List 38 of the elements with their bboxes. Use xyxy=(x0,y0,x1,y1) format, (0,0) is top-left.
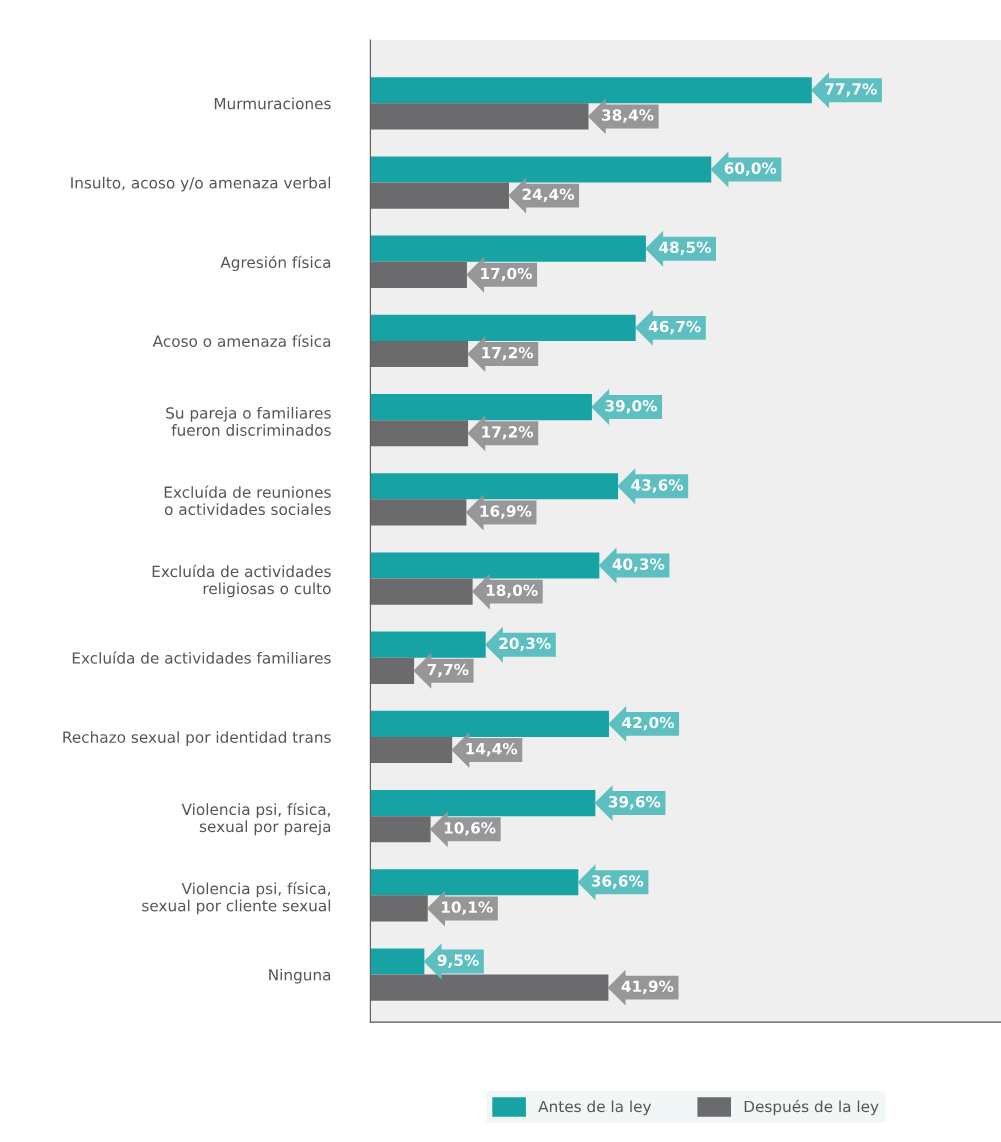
data-label: 77,7% xyxy=(825,83,877,97)
y-tick-label: Murmuraciones xyxy=(214,97,331,110)
y-tick-label: Acoso o amenaza física xyxy=(152,334,331,347)
data-label: 38,4% xyxy=(602,109,654,123)
data-label: 17,2% xyxy=(482,426,534,440)
data-label: 14,4% xyxy=(466,742,518,757)
data-label: 18,0% xyxy=(486,584,538,599)
data-label: 10,1% xyxy=(441,901,493,915)
data-label: 7,7% xyxy=(427,663,469,678)
y-tick-label: Violencia psi, física, sexual por cliente sexual xyxy=(142,881,331,915)
y-tick-label: Excluída de actividades religiosas o culto xyxy=(152,564,331,598)
data-label: 46,7% xyxy=(648,320,701,335)
data-label: 42,0% xyxy=(622,716,674,731)
y-tick-label: Excluída de actividades familiares xyxy=(72,651,331,664)
y-tick-label: Excluída de reuniones o actividades sociales xyxy=(164,485,331,516)
data-label: 10,6% xyxy=(444,822,496,836)
legend-label: Antes de la ley xyxy=(538,1100,652,1116)
y-tick-label: Ninguna xyxy=(269,968,331,984)
data-label: 17,2% xyxy=(482,346,534,361)
data-label: 39,0% xyxy=(605,399,657,414)
data-label: 60,0% xyxy=(724,162,777,176)
y-tick-label: Su pareja o familiares fueron discriminados xyxy=(166,406,331,436)
data-label: 9,5% xyxy=(437,954,479,968)
data-label: 16,9% xyxy=(480,505,532,519)
data-label: 36,6% xyxy=(591,875,644,889)
data-label: 39,6% xyxy=(608,795,661,810)
data-label: 48,5% xyxy=(659,241,711,256)
y-tick-label: Insulto, acoso y/o amenaza verbal xyxy=(71,176,331,192)
data-label: 24,4% xyxy=(522,188,575,202)
data-label: 17,0% xyxy=(481,267,532,282)
data-label: 43,6% xyxy=(631,479,684,493)
y-tick-label: Rechazo sexual por identidad trans xyxy=(63,731,331,746)
data-label: 20,3% xyxy=(499,637,551,652)
y-tick-label: Agresión física xyxy=(220,255,331,272)
data-label: 40,3% xyxy=(612,558,665,572)
legend-label: Después de la ley xyxy=(744,1099,879,1116)
y-tick-label: Violencia psi, física, sexual por pareja xyxy=(181,802,331,836)
data-label: 41,9% xyxy=(621,980,674,995)
